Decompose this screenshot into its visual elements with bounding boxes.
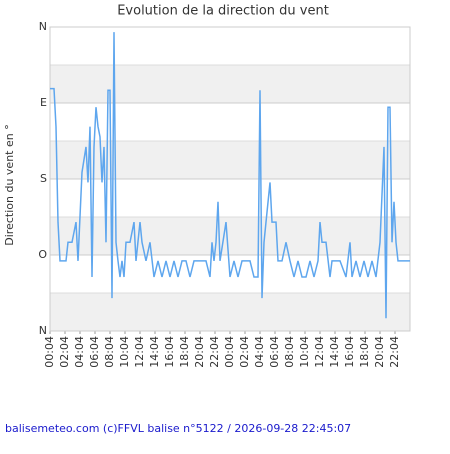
x-tick-label: 04:04: [253, 336, 266, 368]
plot-border: [49, 26, 411, 332]
x-tick-label: 10:04: [298, 336, 311, 368]
grid-band: [50, 217, 410, 255]
x-tick-label: 08:04: [283, 336, 296, 368]
x-tick-label: 00:04: [223, 336, 236, 368]
x-tick-label: 00:04: [43, 336, 56, 368]
x-tick-label: 06:04: [88, 336, 101, 368]
x-tick-label: 08:04: [103, 336, 116, 368]
y-tick-label: N: [39, 20, 47, 33]
y-axis-label: Direction du vent en °: [3, 124, 16, 245]
chart-title: Evolution de la direction du vent: [117, 4, 329, 19]
x-tick-label: 10:04: [118, 336, 131, 368]
x-tick-label: 18:04: [358, 336, 371, 368]
x-tick-label: 12:04: [313, 336, 326, 368]
x-tick-label: 16:04: [163, 336, 176, 368]
x-tick-label: 06:04: [268, 336, 281, 368]
x-tick-label: 14:04: [328, 336, 341, 368]
x-tick-label: 12:04: [133, 336, 146, 368]
x-tick-label: 20:04: [193, 336, 206, 368]
x-tick-label: 20:04: [373, 336, 386, 368]
x-tick-label: 04:04: [73, 336, 86, 368]
footer: balisemeteo.com (c)FFVL balise n°5122 / …: [5, 422, 351, 435]
grid-band: [50, 293, 410, 331]
x-tick-label: 22:04: [208, 336, 221, 368]
x-tick-label: 02:04: [238, 336, 251, 368]
x-tick-label: 16:04: [343, 336, 356, 368]
y-tick-label: S: [40, 172, 47, 185]
grid-band: [50, 65, 410, 103]
line-series: [50, 32, 410, 319]
y-tick-label: E: [40, 96, 47, 109]
x-tick-label: 14:04: [148, 336, 161, 368]
x-tick-label: 22:04: [388, 336, 401, 368]
y-tick-label: O: [38, 248, 47, 261]
y-tick-label: N: [39, 324, 47, 337]
x-tick-label: 02:04: [58, 336, 71, 368]
x-tick-label: 18:04: [178, 336, 191, 368]
